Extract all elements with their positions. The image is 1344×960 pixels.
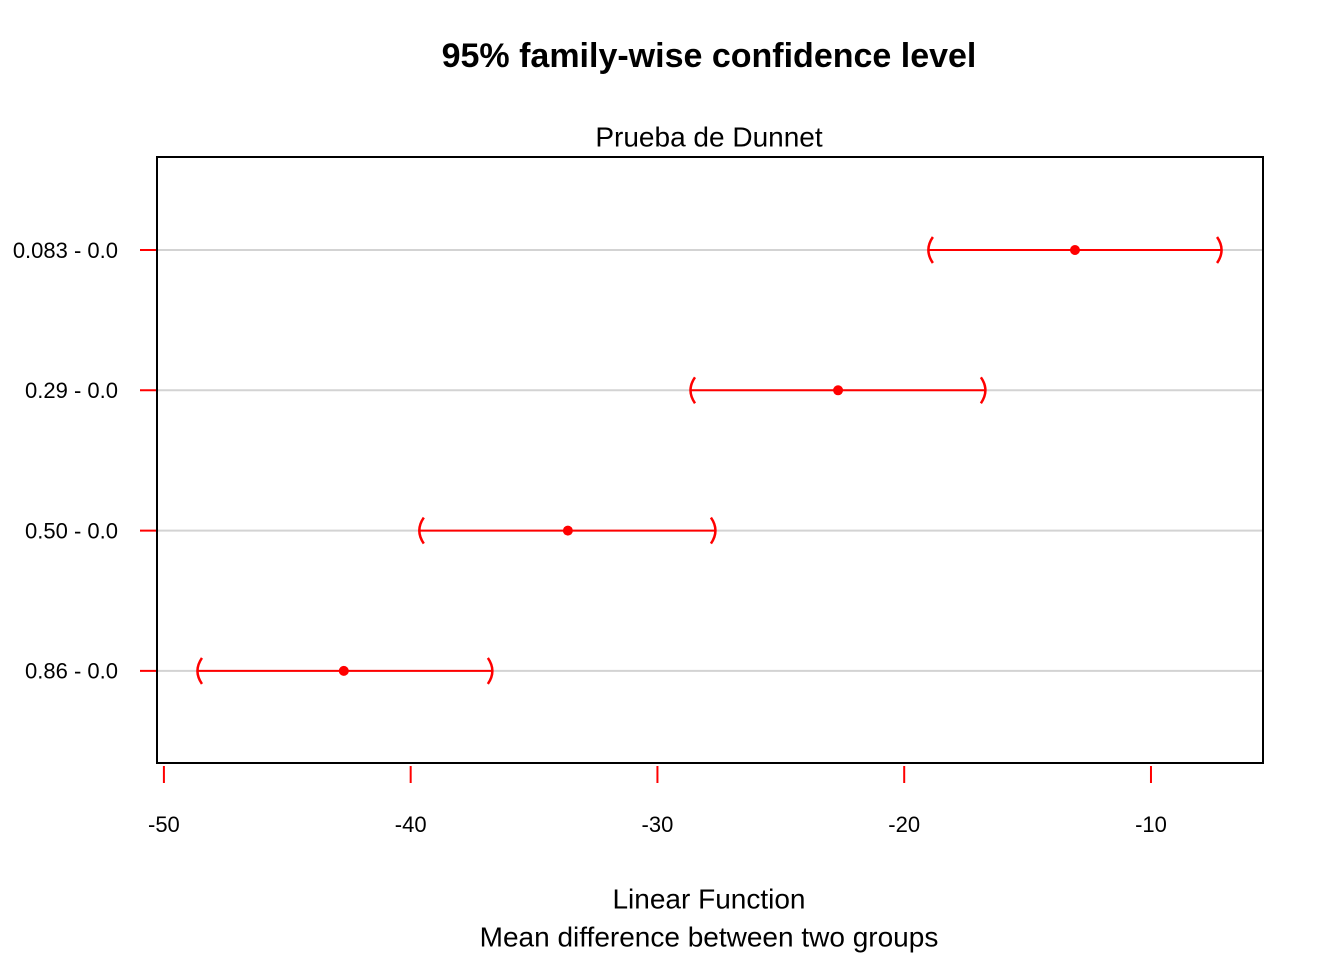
x-tick-label: -30 bbox=[642, 812, 674, 837]
estimate-point bbox=[833, 385, 844, 396]
x-axis-label: Mean difference between two groups bbox=[480, 921, 939, 952]
estimate-point bbox=[1069, 245, 1080, 255]
y-tick-label: 0.86 - 0.0 bbox=[25, 659, 118, 684]
x-tick-label: -10 bbox=[1135, 812, 1167, 837]
lower-bracket bbox=[418, 516, 425, 545]
estimate-point bbox=[562, 525, 573, 536]
y-tick-label: 0.50 - 0.0 bbox=[25, 518, 118, 543]
x-tick-label: -50 bbox=[148, 812, 180, 837]
y-tick-label: 0.083 - 0.0 bbox=[13, 238, 118, 263]
upper-bracket bbox=[709, 516, 717, 545]
lower-bracket bbox=[196, 657, 204, 685]
chart-subtitle: Prueba de Dunnet bbox=[595, 121, 823, 152]
y-tick-label: 0.29 - 0.0 bbox=[25, 378, 118, 403]
plot-frame bbox=[156, 156, 1264, 764]
upper-bracket bbox=[979, 376, 987, 405]
x-axis-label: Linear Function bbox=[612, 883, 805, 914]
lower-bracket bbox=[689, 376, 697, 405]
x-tick-label: -40 bbox=[395, 812, 427, 837]
lower-bracket bbox=[927, 236, 934, 264]
chart-title: 95% family-wise confidence level bbox=[442, 37, 977, 75]
upper-bracket bbox=[1215, 236, 1223, 264]
upper-bracket bbox=[486, 657, 494, 685]
estimate-point bbox=[338, 665, 349, 676]
x-tick-label: -20 bbox=[888, 812, 920, 837]
